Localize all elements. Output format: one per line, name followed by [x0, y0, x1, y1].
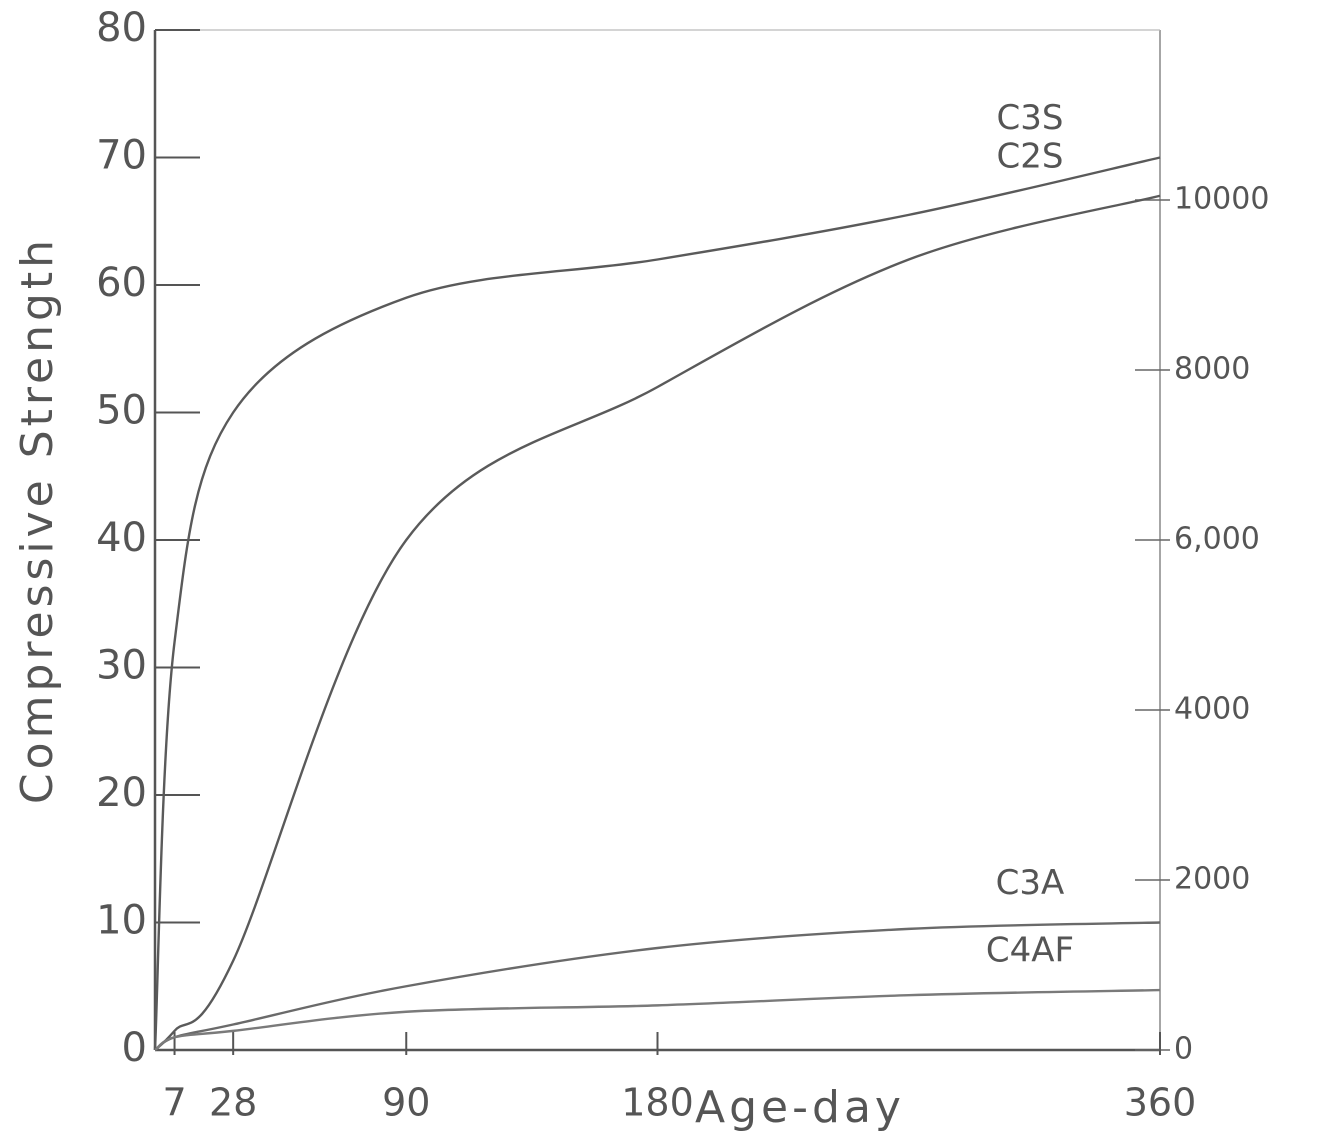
y-axis-label: Compressive Strength: [12, 236, 63, 804]
series-label: C2S: [997, 136, 1064, 176]
x-tick-label: 90: [382, 1081, 430, 1125]
series-label: C3S: [997, 98, 1064, 138]
y2-tick-label: 0: [1174, 1032, 1193, 1067]
y-tick-label: 20: [96, 770, 147, 816]
y-tick-label: 60: [96, 260, 147, 306]
x-tick-label: 28: [209, 1081, 257, 1125]
y2-tick-label: 2000: [1174, 862, 1250, 897]
y-tick-label: 0: [122, 1025, 147, 1071]
x-tick-label: 7: [162, 1081, 186, 1125]
y-tick-label: 80: [96, 5, 147, 51]
series-line: [153, 156, 1161, 1051]
y2-tick-label: 8000: [1174, 352, 1250, 387]
y2-tick-label: 6,000: [1174, 522, 1260, 557]
series-label: C4AF: [986, 931, 1074, 971]
x-tick-label: 360: [1124, 1081, 1197, 1125]
series-label: C3A: [996, 863, 1065, 903]
y-tick-label: 70: [96, 133, 147, 179]
y2-tick-label: 4000: [1174, 692, 1250, 727]
y-tick-label: 40: [96, 515, 147, 561]
series-line: [154, 988, 1161, 1052]
x-axis-label: Age-day: [695, 1082, 905, 1133]
y-tick-label: 50: [96, 388, 147, 434]
x-tick-label: 180: [621, 1081, 694, 1125]
y2-tick-label: 10000: [1174, 182, 1269, 217]
y-tick-label: 10: [96, 898, 147, 944]
series-line: [154, 921, 1161, 1052]
series-line: [154, 194, 1161, 1051]
y-tick-label: 30: [96, 643, 147, 689]
